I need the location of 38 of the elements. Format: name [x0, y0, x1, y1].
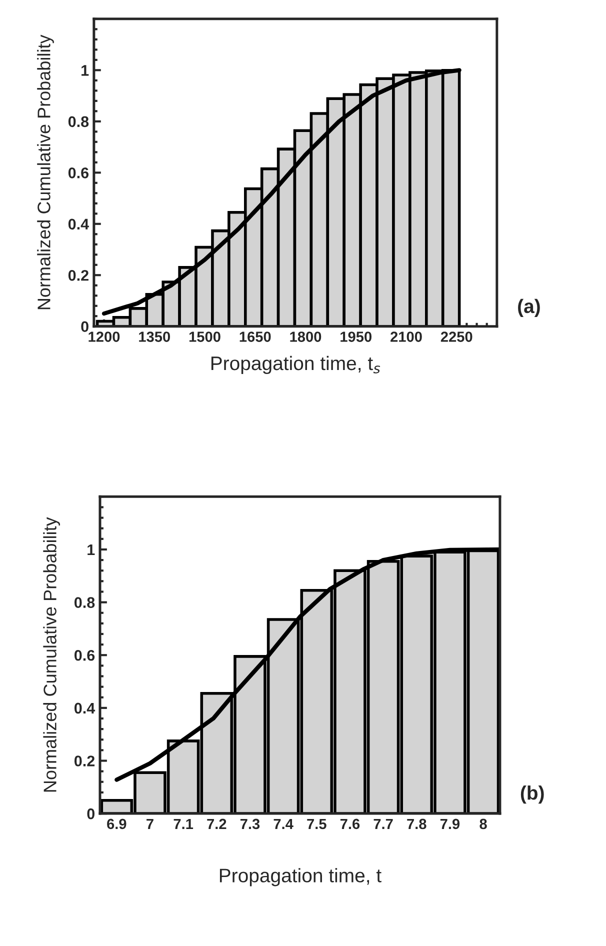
y-tick-label: 0 [81, 321, 88, 332]
y-axis-title: Normalized Cumulative Probability [43, 517, 60, 792]
x-tick-label: 8 [480, 818, 487, 830]
x-tick-label: 7.7 [374, 818, 393, 829]
x-axis-title: Propagation time, t [220, 868, 382, 886]
y-tick-label: 0.6 [68, 168, 89, 178]
text: (b) [520, 785, 544, 804]
y-tick-label: 0 [87, 808, 95, 820]
y-tick-label: 0.6 [74, 650, 95, 661]
x-tick-label: 7.9 [440, 818, 460, 830]
x-tick-label: 2250 [440, 332, 472, 342]
y-tick-label: 0.2 [68, 270, 88, 281]
y-axis-title: Normalized Cumulative Probability [37, 34, 54, 310]
x-tick-label: 1800 [290, 332, 322, 342]
x-axis-title: Propagation time, t$_{s}$ [211, 356, 380, 374]
y-tick-label: 1 [88, 544, 95, 556]
x-tick-label: 7.5 [307, 818, 326, 830]
y-tick-label: 0.8 [74, 597, 95, 608]
y-tick-label: 0.4 [74, 702, 96, 714]
x-tick-label: 7.1 [174, 818, 194, 829]
y-tick-label: 1 [82, 65, 89, 76]
y-tick-label: 0.2 [74, 756, 95, 766]
x-tick-label: 1500 [189, 332, 220, 342]
x-tick-label: 7.2 [207, 818, 226, 829]
x-tick-label: 2100 [390, 332, 422, 342]
x-tick-label: 1200 [88, 332, 120, 342]
x-tick-label: 7.4 [274, 818, 294, 829]
x-tick-label: 7.8 [407, 818, 426, 830]
x-tick-label: 6.9 [107, 818, 126, 830]
text: (a) [518, 298, 540, 317]
x-tick-label: 1350 [139, 332, 170, 342]
y-tick-label: 0.4 [68, 218, 89, 230]
x-tick-label: 1950 [340, 332, 372, 342]
x-tick-label: 7.3 [240, 818, 260, 830]
y-tick-label: 0.8 [68, 116, 89, 128]
x-tick-label: 1650 [240, 332, 271, 342]
x-tick-label: 7 [146, 818, 154, 829]
x-tick-label: 7.6 [340, 818, 360, 830]
